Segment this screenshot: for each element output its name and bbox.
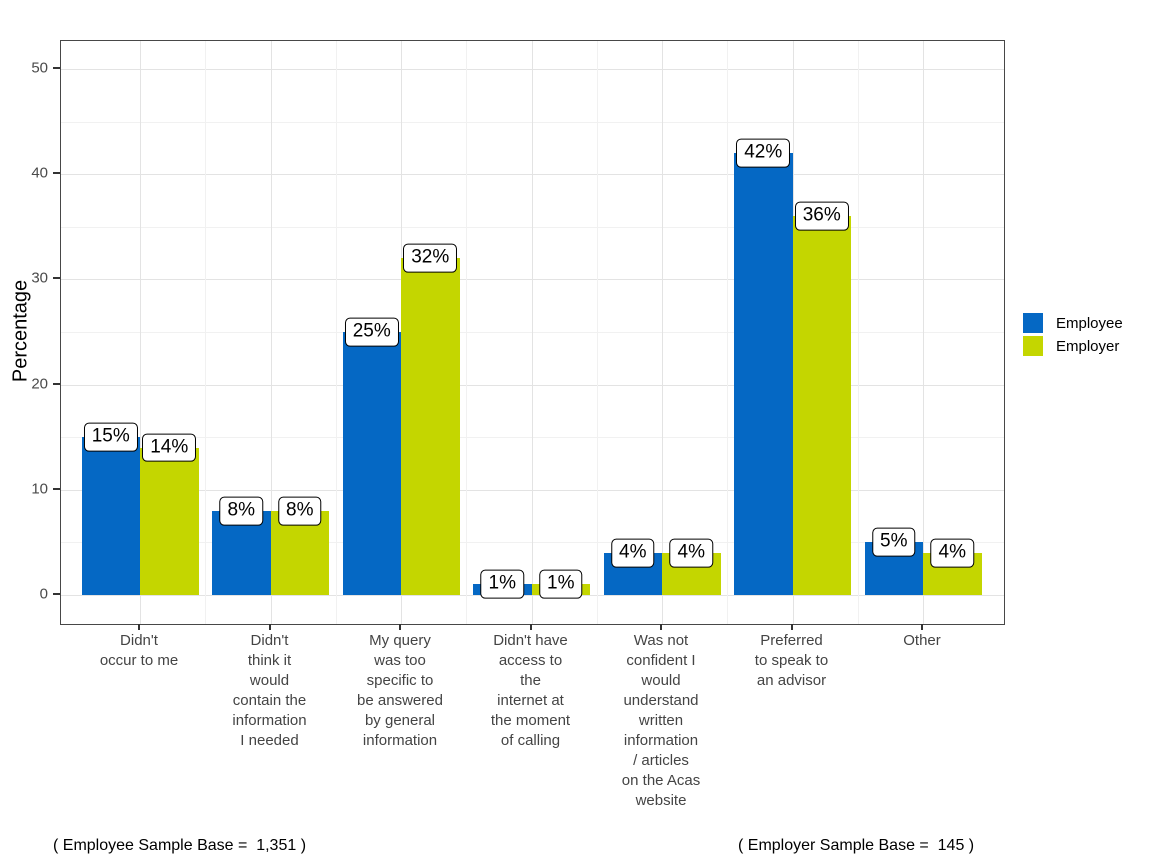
value-label-employee-4: 4% xyxy=(611,538,655,568)
legend-label-employer: Employer xyxy=(1056,337,1120,355)
value-label-employee-5: 42% xyxy=(736,138,791,168)
legend-item-employee: Employee xyxy=(1023,313,1123,333)
x-tick-mark xyxy=(921,624,923,630)
gridline-v-minor xyxy=(335,41,337,624)
gridline-v-major xyxy=(140,41,141,624)
y-tick-label: 30 xyxy=(31,269,48,287)
value-label-employee-1: 8% xyxy=(219,496,263,526)
gridline-v-major xyxy=(923,41,924,624)
x-axis-label-6: Other xyxy=(903,632,941,649)
gridline-h-minor xyxy=(61,332,1004,333)
plot-panel: 15% 8% 25% 1% 4% 42% 5% 14% 8% 32% 1% 4% 36% 4% xyxy=(60,40,1005,625)
gridline-h-major xyxy=(61,595,1004,596)
gridline-v-major xyxy=(270,41,272,624)
y-tick-mark xyxy=(53,172,60,175)
value-label-employer-0: 14% xyxy=(142,433,197,463)
gridline-v-minor xyxy=(727,41,729,624)
value-label-employer-2: 32% xyxy=(403,244,458,273)
footnote-employee-sample-base: ( Employee Sample Base = 1,351 ) xyxy=(53,837,307,854)
y-tick-mark xyxy=(53,67,60,69)
y-tick-label: 50 xyxy=(31,59,48,77)
bar-employee-0 xyxy=(81,437,140,595)
y-tick-mark xyxy=(53,382,60,385)
value-label-employer-1: 8% xyxy=(278,496,322,526)
x-tick-mark xyxy=(790,624,793,630)
bar-employer-5 xyxy=(792,216,851,595)
footnote-employer-sample-base: ( Employer Sample Base = 145 ) xyxy=(738,837,975,854)
y-tick-label: 10 xyxy=(31,480,48,498)
gridline-v-major xyxy=(662,41,663,624)
gridline-v-major xyxy=(531,41,533,624)
legend-swatch-employee xyxy=(1023,313,1043,333)
y-tick-label: 40 xyxy=(31,164,48,182)
legend: Employee Employer xyxy=(1023,313,1123,359)
x-axis-label-5: Preferred to speak to an advisor xyxy=(754,632,829,689)
value-label-employer-5: 36% xyxy=(794,201,849,231)
x-axis-label-0: Didn't occur to me xyxy=(99,632,179,669)
value-label-employee-0: 15% xyxy=(83,422,138,452)
y-tick-mark xyxy=(53,277,60,280)
x-axis-label-3: Didn't have access to the internet at th… xyxy=(490,632,571,749)
gridline-v-minor xyxy=(205,41,207,624)
y-axis-title: Percentage xyxy=(9,279,32,383)
value-label-employee-2: 25% xyxy=(344,317,399,347)
gridline-h-major xyxy=(61,489,1004,491)
legend-label-employee: Employee xyxy=(1056,314,1123,332)
gridline-h-major xyxy=(61,384,1004,386)
bar-employee-2 xyxy=(342,332,401,595)
bar-employee-5 xyxy=(734,153,793,595)
gridline-h-minor xyxy=(61,121,1004,123)
x-tick-mark xyxy=(399,624,401,630)
bar-employer-0 xyxy=(140,447,199,595)
value-label-employer-4: 4% xyxy=(669,538,713,568)
gridline-v-minor xyxy=(857,41,859,624)
x-axis-label-1: Didn't think it would contain the inform… xyxy=(232,632,307,749)
gridline-h-major xyxy=(61,174,1004,176)
bar-employer-2 xyxy=(401,258,460,595)
value-label-employer-3: 1% xyxy=(539,570,583,599)
value-label-employer-6: 4% xyxy=(930,538,974,568)
x-tick-mark xyxy=(268,624,271,630)
y-tick-mark xyxy=(53,593,60,595)
gridline-h-minor xyxy=(61,437,1004,439)
value-label-employee-6: 5% xyxy=(872,528,916,557)
gridline-h-minor xyxy=(61,226,1004,228)
x-tick-mark xyxy=(660,624,662,630)
gridline-h-minor xyxy=(61,542,1004,544)
legend-swatch-employer xyxy=(1023,336,1043,356)
x-axis-label-2: My query was too specific to be answered… xyxy=(357,632,443,749)
gridline-h-major xyxy=(61,69,1004,70)
y-tick-mark xyxy=(53,487,60,490)
x-axis-label-4: Was not confident I would understand wri… xyxy=(621,632,701,809)
y-tick-label: 0 xyxy=(39,585,48,603)
gridline-v-minor xyxy=(466,41,468,624)
y-tick-label: 20 xyxy=(31,375,48,393)
gridline-h-major xyxy=(61,279,1004,281)
x-tick-mark xyxy=(529,624,532,630)
value-label-employee-3: 1% xyxy=(480,570,524,599)
gridline-v-minor xyxy=(596,41,598,624)
x-tick-mark xyxy=(138,624,140,630)
legend-item-employer: Employer xyxy=(1023,336,1123,356)
